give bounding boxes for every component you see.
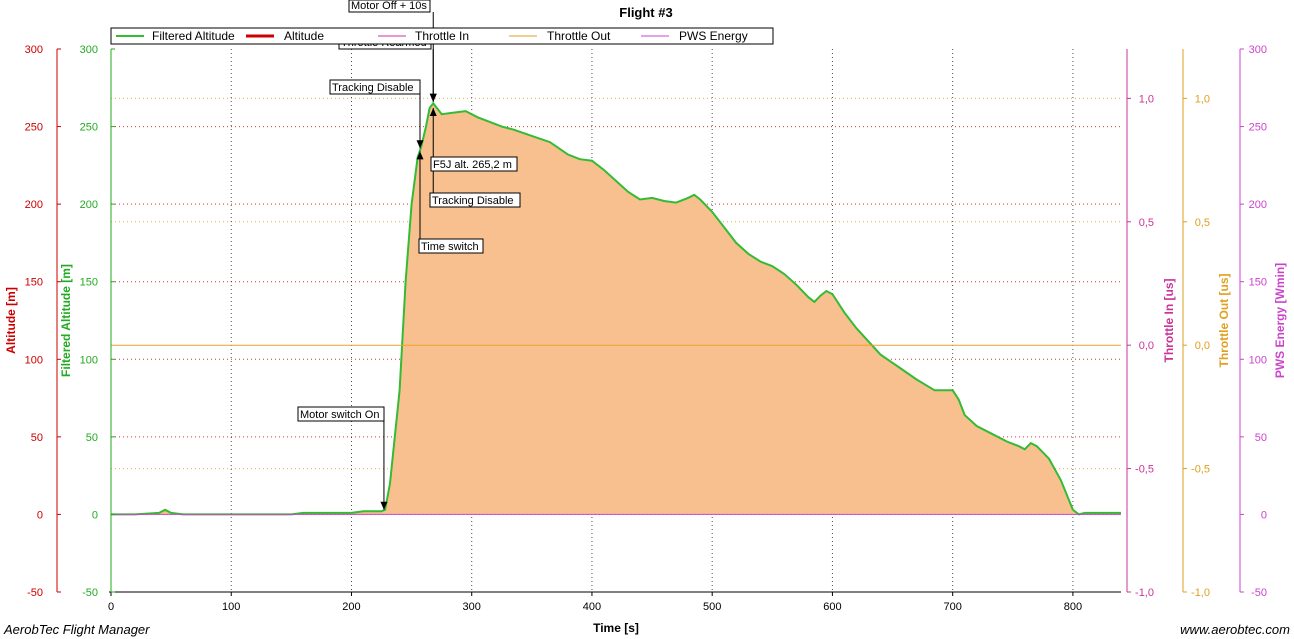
legend-label: Throttle In (415, 29, 469, 43)
y-tick-label-pws: 150 (1249, 277, 1267, 289)
y-tick-label-altitude: 0 (37, 509, 43, 521)
y-tick-label-pws: 250 (1249, 122, 1267, 134)
y-axis-title-altitude: Altitude [m] (4, 287, 18, 354)
annotation-box (329, 79, 421, 95)
y-tick-label-throttle_in: 0,0 (1139, 340, 1154, 352)
x-tick-label: 400 (583, 601, 601, 613)
series-lines (111, 101, 1121, 516)
series-line-filtered-altitude (111, 101, 1121, 516)
y-tick-label-pws: 50 (1255, 432, 1267, 444)
y-tick-label-pws: -50 (1251, 587, 1267, 599)
x-tick-label: 500 (703, 601, 721, 613)
annotation-arrow (416, 151, 424, 160)
annotation-label: Tracking Disable (432, 195, 514, 207)
y-axis-title-throttle_out: Throttle Out [us] (1217, 274, 1231, 368)
footer-right: www.aerobtec.com (1180, 622, 1290, 637)
y-tick-label-altitude: 250 (25, 122, 43, 134)
y-tick-label-pws: 0 (1261, 509, 1267, 521)
y-tick-label-filtered: 300 (80, 44, 98, 56)
x-tick-label: 300 (463, 601, 481, 613)
y-tick-label-throttle_in: 1,0 (1139, 93, 1154, 105)
y-tick-label-altitude: 300 (25, 44, 43, 56)
legend: Filtered Altitude Altitude Throttle In Thro… (110, 27, 774, 45)
x-tick-label: 600 (823, 601, 841, 613)
y-tick-label-throttle_out: -1,0 (1191, 587, 1210, 599)
annotation-label: Motor Off + 10s (351, 0, 427, 12)
annotation-label: Time switch (421, 241, 479, 253)
annotation-box (348, 0, 431, 13)
x-tick-label: 700 (943, 601, 961, 613)
annotation-box (430, 156, 518, 172)
y-tick-label-filtered: 250 (80, 122, 98, 134)
axes: 0 100 200 300 400 500 600 700 800-50050100150200… (4, 44, 1287, 613)
chart-title: Flight #3 (619, 5, 672, 20)
y-tick-label-filtered: 200 (80, 199, 98, 211)
y-axis-title-filtered: Filtered Altitude [m] (59, 264, 73, 377)
y-tick-label-filtered: 150 (80, 277, 98, 289)
y-tick-label-throttle_in: -1,0 (1135, 587, 1154, 599)
y-tick-label-throttle_out: -0,5 (1191, 464, 1210, 476)
y-tick-label-altitude: 200 (25, 199, 43, 211)
annotation-arrow (416, 140, 424, 149)
y-tick-label-filtered: 100 (80, 354, 98, 366)
x-tick-label: 800 (1064, 601, 1082, 613)
annotation-label: F5J alt. 265,2 m (433, 159, 512, 171)
filtered-altitude-area (111, 103, 1121, 515)
y-tick-label-altitude: -50 (27, 587, 43, 599)
y-axis-title-pws: PWS Energy [Wmin] (1273, 263, 1287, 378)
x-axis-label: Time [s] (593, 621, 639, 635)
annotation-arrow (380, 501, 388, 510)
footer-left: AerobTec Flight Manager (3, 622, 150, 637)
y-tick-label-filtered: 50 (86, 432, 98, 444)
annotation-box (418, 238, 484, 254)
y-axis-title-throttle_in: Throttle In [us] (1162, 279, 1176, 363)
annotation-arrow (429, 107, 437, 116)
legend-label: Filtered Altitude (152, 29, 235, 43)
x-tick-label: 100 (222, 601, 240, 613)
y-tick-label-filtered: -50 (82, 587, 98, 599)
y-tick-label-filtered: 0 (92, 509, 98, 521)
y-tick-label-altitude: 50 (31, 432, 43, 444)
annotation-label: Tracking Disable (332, 82, 414, 94)
y-tick-label-altitude: 150 (25, 277, 43, 289)
legend-label: Throttle Out (547, 29, 611, 43)
legend-label: Altitude (284, 29, 324, 43)
annotation-label: Motor switch On (300, 409, 379, 421)
legend-box (110, 27, 774, 45)
y-tick-label-throttle_out: 0,0 (1195, 340, 1210, 352)
y-tick-label-throttle_out: 1,0 (1195, 93, 1210, 105)
annotation-box (297, 406, 385, 422)
y-tick-label-altitude: 100 (25, 354, 43, 366)
y-tick-label-throttle_out: 0,5 (1195, 217, 1210, 229)
y-tick-label-throttle_in: -0,5 (1135, 464, 1154, 476)
x-tick-label: 200 (342, 601, 360, 613)
annotation-box (429, 192, 521, 208)
y-tick-label-pws: 200 (1249, 199, 1267, 211)
x-tick-label: 0 (108, 601, 114, 613)
y-tick-label-throttle_in: 0,5 (1139, 217, 1154, 229)
legend-label: PWS Energy (679, 29, 748, 43)
y-tick-label-pws: 100 (1249, 354, 1267, 366)
y-tick-label-pws: 300 (1249, 44, 1267, 56)
annotation-arrow (429, 93, 437, 102)
